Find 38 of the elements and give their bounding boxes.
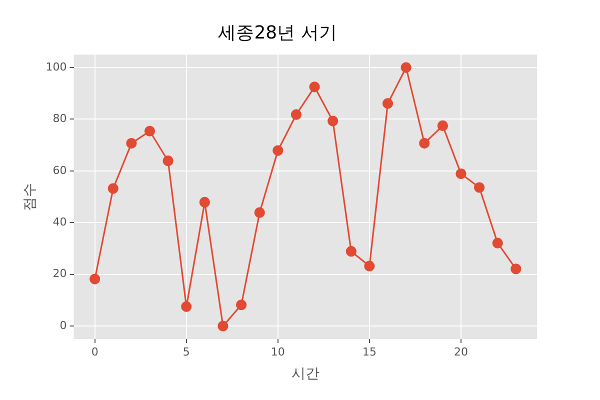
point	[419, 138, 430, 149]
point	[108, 183, 118, 194]
y-tick-label: 60	[52, 164, 67, 177]
point	[382, 98, 394, 109]
chart-title: 세종28년 서기	[218, 22, 337, 44]
x-tick-label: 10	[270, 345, 285, 358]
point	[364, 260, 375, 272]
point	[181, 301, 192, 312]
y-tick-label: 40	[52, 216, 67, 229]
point	[510, 264, 522, 274]
point	[456, 168, 466, 180]
point	[290, 109, 302, 120]
point	[254, 207, 265, 218]
point	[162, 156, 174, 166]
point	[492, 238, 503, 248]
y-axis-title: 점수	[22, 182, 38, 211]
x-tick-label: 15	[362, 345, 376, 358]
point	[474, 182, 485, 193]
point	[218, 320, 228, 332]
point	[126, 138, 137, 149]
point	[236, 300, 247, 310]
point	[346, 246, 356, 257]
point	[309, 82, 320, 92]
y-tick-label: 20	[52, 267, 67, 280]
point	[90, 274, 100, 284]
x-tick-label: 0	[91, 345, 98, 358]
x-axis-title: 시간	[291, 366, 320, 382]
point	[199, 196, 210, 208]
point	[272, 145, 284, 156]
point	[437, 120, 448, 131]
y-tick-label: 100	[46, 60, 67, 74]
point	[144, 126, 156, 136]
point	[328, 116, 338, 126]
y-tick-label: 80	[52, 112, 67, 126]
x-tick-label: 5	[182, 345, 190, 358]
y-tick-label: 0	[60, 318, 67, 332]
x-tick-label: 20	[454, 345, 468, 358]
point	[400, 62, 412, 73]
